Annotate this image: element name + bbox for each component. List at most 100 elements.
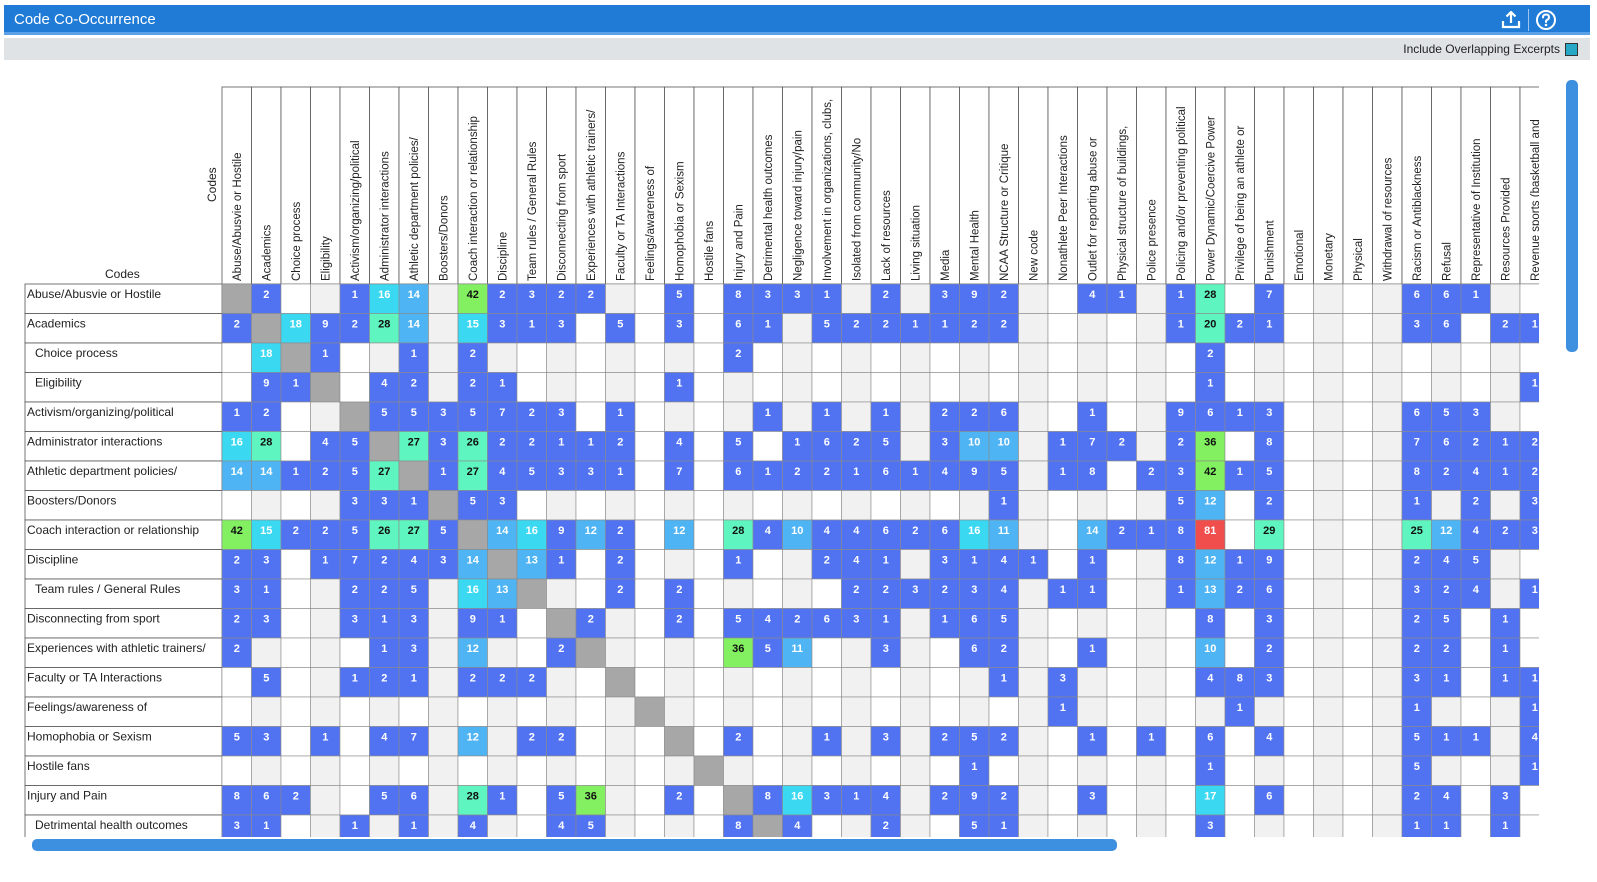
matrix-cell[interactable] xyxy=(1372,637,1403,668)
matrix-cell[interactable] xyxy=(339,342,370,373)
matrix-cell[interactable] xyxy=(1047,313,1078,344)
matrix-cell[interactable] xyxy=(546,637,577,668)
matrix-cell[interactable] xyxy=(870,755,901,786)
matrix-cell[interactable] xyxy=(251,755,282,786)
matrix-cell[interactable] xyxy=(1018,401,1049,432)
matrix-cell[interactable] xyxy=(782,667,813,698)
matrix-cell[interactable] xyxy=(605,519,636,550)
matrix-cell[interactable] xyxy=(1519,637,1550,668)
column-header[interactable] xyxy=(1342,86,1373,285)
include-overlapping-checkbox[interactable] xyxy=(1565,43,1578,56)
matrix-cell[interactable] xyxy=(1136,755,1167,786)
matrix-cell[interactable] xyxy=(546,667,577,698)
matrix-cell[interactable] xyxy=(251,342,282,373)
matrix-cell[interactable] xyxy=(369,342,400,373)
diagonal-cell[interactable] xyxy=(251,313,282,344)
diagonal-cell[interactable] xyxy=(516,578,547,609)
matrix-cell[interactable] xyxy=(1106,667,1137,698)
column-header[interactable] xyxy=(664,86,695,285)
matrix-cell[interactable] xyxy=(605,549,636,580)
column-header[interactable] xyxy=(693,86,724,285)
matrix-cell[interactable] xyxy=(664,637,695,668)
matrix-cell[interactable] xyxy=(280,401,311,432)
column-header[interactable] xyxy=(487,86,518,285)
matrix-cell[interactable] xyxy=(428,726,459,757)
matrix-cell[interactable] xyxy=(575,283,606,314)
matrix-cell[interactable] xyxy=(1018,726,1049,757)
column-header[interactable] xyxy=(457,86,488,285)
column-header[interactable] xyxy=(1136,86,1167,285)
matrix-cell[interactable] xyxy=(900,549,931,580)
matrix-cell[interactable] xyxy=(1431,460,1462,491)
matrix-cell[interactable] xyxy=(1372,342,1403,373)
matrix-cell[interactable] xyxy=(1018,785,1049,816)
matrix-cell[interactable] xyxy=(310,490,341,521)
matrix-cell[interactable] xyxy=(457,755,488,786)
matrix-cell[interactable] xyxy=(841,490,872,521)
matrix-cell[interactable] xyxy=(1077,342,1108,373)
matrix-cell[interactable] xyxy=(310,667,341,698)
matrix-cell[interactable] xyxy=(1490,637,1521,668)
matrix-cell[interactable] xyxy=(723,342,754,373)
matrix-cell[interactable] xyxy=(516,726,547,757)
matrix-cell[interactable] xyxy=(1431,342,1462,373)
matrix-cell[interactable] xyxy=(398,372,429,403)
matrix-cell[interactable] xyxy=(428,549,459,580)
matrix-cell[interactable] xyxy=(664,490,695,521)
matrix-cell[interactable] xyxy=(1490,460,1521,491)
diagonal-cell[interactable] xyxy=(310,372,341,403)
column-header[interactable] xyxy=(1372,86,1403,285)
matrix-cell[interactable] xyxy=(1342,578,1373,609)
matrix-cell[interactable] xyxy=(841,431,872,462)
matrix-cell[interactable] xyxy=(811,549,842,580)
matrix-cell[interactable] xyxy=(1047,283,1078,314)
matrix-cell[interactable] xyxy=(605,490,636,521)
matrix-cell[interactable] xyxy=(841,460,872,491)
column-header[interactable] xyxy=(1490,86,1521,285)
matrix-cell[interactable] xyxy=(811,431,842,462)
matrix-cell[interactable] xyxy=(959,490,990,521)
matrix-cell[interactable] xyxy=(487,490,518,521)
matrix-cell[interactable] xyxy=(487,755,518,786)
matrix-cell[interactable] xyxy=(369,460,400,491)
matrix-cell[interactable] xyxy=(369,283,400,314)
matrix-cell[interactable] xyxy=(1224,460,1255,491)
matrix-cell[interactable] xyxy=(1106,283,1137,314)
matrix-cell[interactable] xyxy=(546,519,577,550)
matrix-cell[interactable] xyxy=(1283,431,1314,462)
matrix-cell[interactable] xyxy=(664,549,695,580)
matrix-cell[interactable] xyxy=(782,608,813,639)
matrix-cell[interactable] xyxy=(870,401,901,432)
matrix-cell[interactable] xyxy=(1490,342,1521,373)
diagonal-cell[interactable] xyxy=(575,637,606,668)
column-header[interactable] xyxy=(575,86,606,285)
matrix-cell[interactable] xyxy=(221,460,252,491)
matrix-cell[interactable] xyxy=(1136,667,1167,698)
matrix-cell[interactable] xyxy=(1431,313,1462,344)
matrix-cell[interactable] xyxy=(841,578,872,609)
matrix-cell[interactable] xyxy=(1283,519,1314,550)
matrix-cell[interactable] xyxy=(1431,401,1462,432)
matrix-cell[interactable] xyxy=(575,608,606,639)
matrix-cell[interactable] xyxy=(1372,313,1403,344)
matrix-cell[interactable] xyxy=(900,755,931,786)
diagonal-cell[interactable] xyxy=(221,283,252,314)
matrix-cell[interactable] xyxy=(457,549,488,580)
matrix-cell[interactable] xyxy=(310,637,341,668)
matrix-cell[interactable] xyxy=(575,342,606,373)
matrix-cell[interactable] xyxy=(1313,372,1344,403)
matrix-cell[interactable] xyxy=(516,755,547,786)
matrix-cell[interactable] xyxy=(339,726,370,757)
matrix-cell[interactable] xyxy=(457,608,488,639)
column-header[interactable] xyxy=(251,86,282,285)
matrix-cell[interactable] xyxy=(693,519,724,550)
matrix-cell[interactable] xyxy=(1018,578,1049,609)
matrix-cell[interactable] xyxy=(1313,519,1344,550)
matrix-cell[interactable] xyxy=(1519,549,1550,580)
matrix-cell[interactable] xyxy=(959,519,990,550)
matrix-cell[interactable] xyxy=(664,696,695,727)
matrix-cell[interactable] xyxy=(1047,578,1078,609)
column-header[interactable] xyxy=(1106,86,1137,285)
matrix-cell[interactable] xyxy=(1283,342,1314,373)
matrix-cell[interactable] xyxy=(1165,372,1196,403)
